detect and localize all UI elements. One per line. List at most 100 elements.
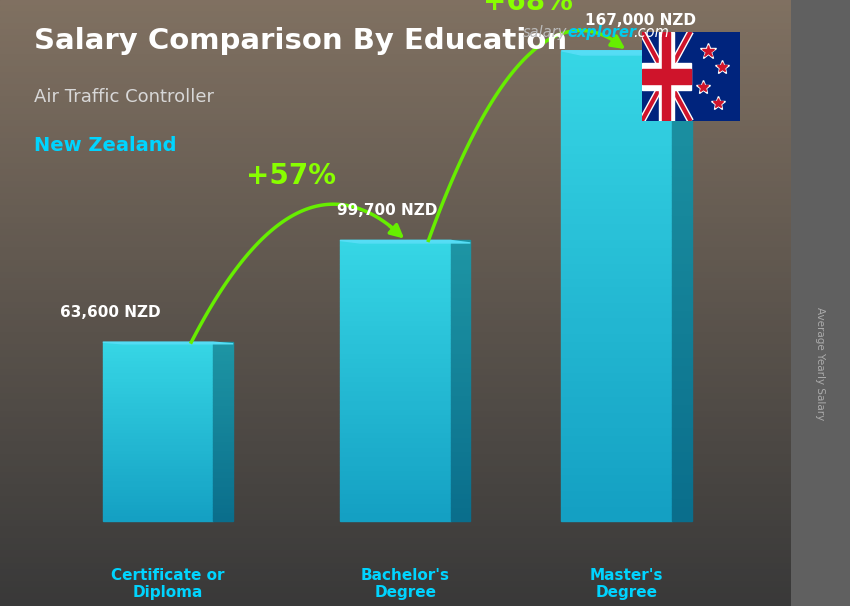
Bar bbox=[672, 262, 692, 270]
Bar bbox=[0, 248, 790, 255]
Bar bbox=[103, 438, 213, 441]
Bar bbox=[340, 423, 450, 428]
Bar bbox=[103, 507, 213, 510]
Bar bbox=[672, 121, 692, 129]
Bar bbox=[213, 381, 233, 384]
Text: 99,700 NZD: 99,700 NZD bbox=[337, 203, 438, 218]
Bar bbox=[103, 351, 213, 354]
Bar bbox=[340, 358, 450, 362]
Bar bbox=[103, 474, 213, 477]
Bar bbox=[672, 278, 692, 286]
Bar bbox=[213, 387, 233, 390]
Bar bbox=[561, 357, 672, 365]
Bar bbox=[450, 339, 470, 344]
Bar bbox=[561, 224, 672, 231]
Bar bbox=[213, 456, 233, 459]
Bar bbox=[213, 435, 233, 438]
Bar bbox=[103, 354, 213, 357]
Bar bbox=[450, 325, 470, 330]
Bar bbox=[0, 97, 790, 103]
Bar bbox=[103, 435, 213, 438]
Bar bbox=[103, 381, 213, 384]
Bar bbox=[450, 306, 470, 311]
Bar bbox=[561, 137, 672, 145]
Bar bbox=[103, 423, 213, 426]
Text: New Zealand: New Zealand bbox=[34, 136, 177, 155]
Text: Master's
Degree: Master's Degree bbox=[590, 568, 663, 601]
Bar bbox=[0, 61, 790, 67]
Bar bbox=[103, 378, 213, 381]
Bar bbox=[340, 433, 450, 437]
Bar bbox=[103, 494, 213, 498]
Bar bbox=[0, 358, 790, 364]
Bar bbox=[642, 69, 690, 84]
Bar bbox=[672, 168, 692, 176]
Bar bbox=[213, 444, 233, 447]
Bar bbox=[0, 315, 790, 321]
Bar bbox=[561, 105, 672, 113]
Bar bbox=[0, 36, 790, 42]
Bar bbox=[103, 498, 213, 501]
Bar bbox=[561, 482, 672, 490]
Bar bbox=[672, 459, 692, 467]
Bar bbox=[561, 380, 672, 388]
Bar bbox=[340, 255, 450, 259]
Bar bbox=[103, 485, 213, 488]
Bar bbox=[672, 105, 692, 113]
Bar bbox=[0, 424, 790, 430]
Bar bbox=[561, 325, 672, 333]
Bar bbox=[0, 558, 790, 564]
Bar bbox=[0, 273, 790, 279]
Bar bbox=[672, 427, 692, 435]
Bar bbox=[672, 59, 692, 67]
Bar bbox=[672, 443, 692, 451]
Bar bbox=[561, 467, 672, 474]
Bar bbox=[672, 482, 692, 490]
Bar bbox=[0, 491, 790, 497]
Bar bbox=[450, 259, 470, 264]
Bar bbox=[672, 341, 692, 349]
Bar bbox=[103, 420, 213, 423]
Bar bbox=[450, 371, 470, 376]
Bar bbox=[0, 224, 790, 230]
Bar bbox=[0, 527, 790, 533]
Bar bbox=[213, 375, 233, 378]
Bar bbox=[103, 384, 213, 387]
Bar bbox=[561, 121, 672, 129]
Bar bbox=[0, 303, 790, 309]
Bar bbox=[103, 366, 213, 369]
Bar bbox=[213, 519, 233, 521]
Bar bbox=[103, 387, 213, 390]
Bar bbox=[0, 442, 790, 448]
Bar bbox=[450, 488, 470, 493]
Bar bbox=[561, 514, 672, 521]
Bar bbox=[672, 333, 692, 341]
Bar bbox=[672, 192, 692, 200]
Bar bbox=[103, 348, 213, 351]
Bar bbox=[103, 456, 213, 459]
Bar bbox=[561, 365, 672, 372]
Bar bbox=[213, 459, 233, 462]
Bar bbox=[450, 474, 470, 479]
Bar bbox=[103, 396, 213, 399]
Bar bbox=[450, 451, 470, 456]
Bar bbox=[672, 474, 692, 482]
Bar bbox=[340, 353, 450, 358]
Bar bbox=[213, 423, 233, 426]
Bar bbox=[103, 477, 213, 479]
Bar bbox=[561, 310, 672, 318]
Bar bbox=[340, 334, 450, 339]
Bar bbox=[672, 349, 692, 357]
Bar bbox=[340, 503, 450, 507]
Bar bbox=[0, 188, 790, 194]
Bar bbox=[103, 345, 213, 348]
Bar bbox=[450, 268, 470, 273]
Bar bbox=[103, 414, 213, 417]
Bar bbox=[0, 55, 790, 61]
Bar bbox=[450, 381, 470, 385]
Bar bbox=[672, 90, 692, 98]
Bar bbox=[450, 315, 470, 320]
Bar bbox=[450, 479, 470, 484]
Bar bbox=[103, 432, 213, 435]
Bar bbox=[103, 491, 213, 494]
